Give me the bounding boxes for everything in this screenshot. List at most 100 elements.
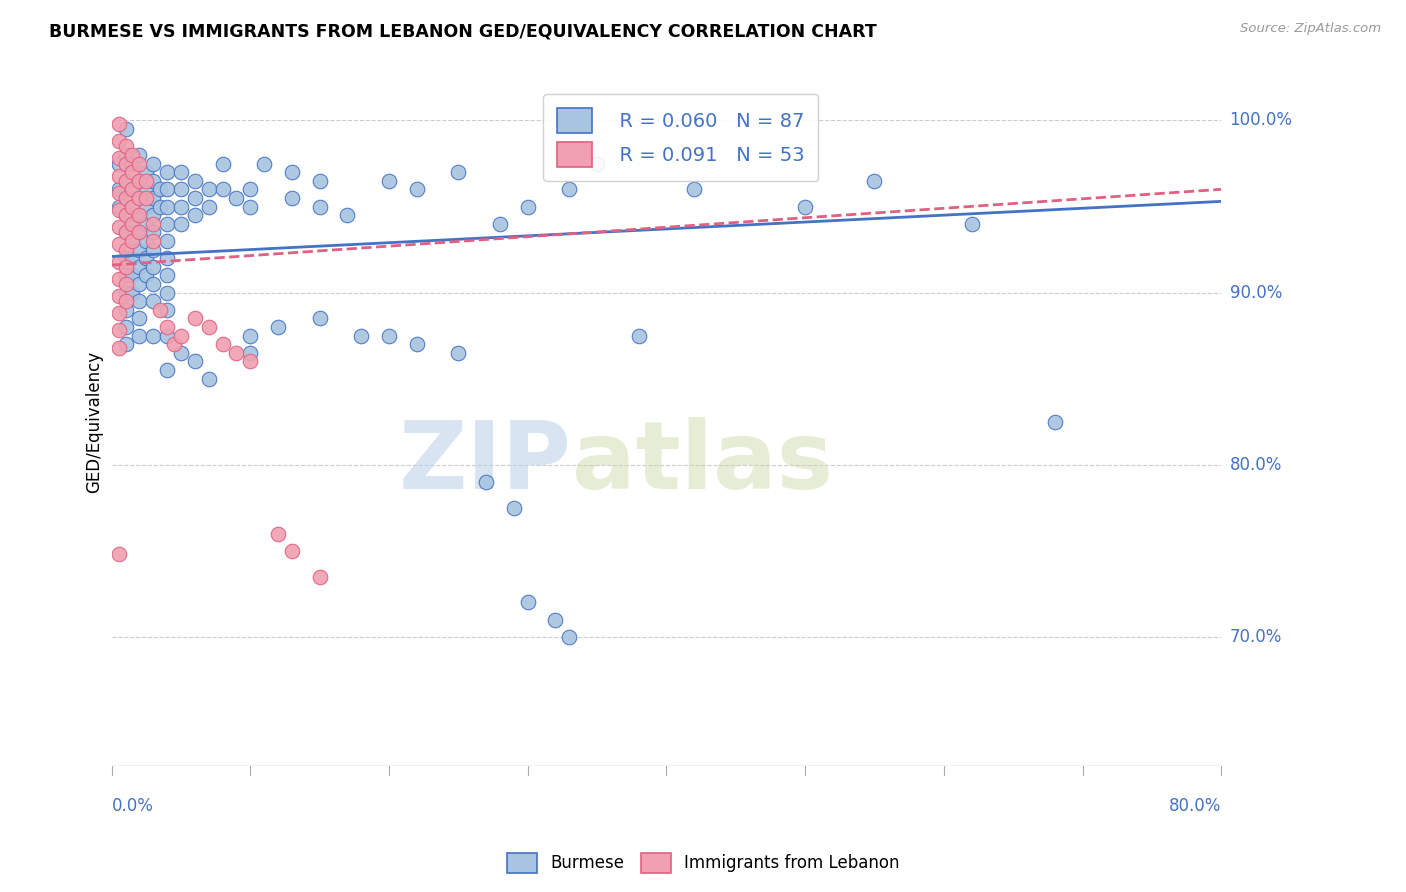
Point bbox=[121, 182, 143, 196]
Point bbox=[225, 191, 247, 205]
Text: 100.0%: 100.0% bbox=[1230, 112, 1292, 129]
Point bbox=[135, 182, 157, 196]
Point bbox=[142, 328, 165, 343]
Point bbox=[239, 200, 262, 214]
Point bbox=[114, 337, 136, 351]
Point bbox=[128, 226, 150, 240]
Point bbox=[960, 217, 983, 231]
Point bbox=[128, 294, 150, 309]
Point bbox=[558, 182, 581, 196]
Point bbox=[586, 156, 609, 170]
Point bbox=[170, 200, 193, 214]
Point bbox=[197, 200, 219, 214]
Point bbox=[121, 217, 143, 231]
Point bbox=[107, 220, 129, 235]
Point bbox=[128, 191, 150, 205]
Point bbox=[121, 148, 143, 162]
Point bbox=[114, 243, 136, 257]
Point bbox=[156, 302, 179, 317]
Point bbox=[1043, 415, 1066, 429]
Point bbox=[121, 217, 143, 231]
Point bbox=[121, 234, 143, 248]
Point bbox=[170, 217, 193, 231]
Point bbox=[142, 226, 165, 240]
Point bbox=[156, 217, 179, 231]
Point bbox=[107, 182, 129, 196]
Point bbox=[156, 251, 179, 265]
Point bbox=[107, 272, 129, 286]
Point bbox=[135, 251, 157, 265]
Point bbox=[128, 328, 150, 343]
Point bbox=[308, 569, 330, 583]
Text: 80.0%: 80.0% bbox=[1230, 456, 1282, 474]
Point bbox=[156, 363, 179, 377]
Point bbox=[114, 277, 136, 291]
Point bbox=[135, 174, 157, 188]
Point bbox=[683, 182, 706, 196]
Point bbox=[378, 328, 401, 343]
Point bbox=[135, 217, 157, 231]
Point bbox=[156, 200, 179, 214]
Point bbox=[308, 174, 330, 188]
Point bbox=[225, 346, 247, 360]
Point bbox=[114, 226, 136, 240]
Point bbox=[107, 156, 129, 170]
Point bbox=[114, 139, 136, 153]
Point bbox=[128, 174, 150, 188]
Point bbox=[142, 174, 165, 188]
Point bbox=[121, 165, 143, 179]
Point bbox=[149, 182, 172, 196]
Point bbox=[170, 328, 193, 343]
Point bbox=[184, 174, 207, 188]
Point bbox=[121, 200, 143, 214]
Point bbox=[114, 260, 136, 274]
Point bbox=[267, 320, 290, 334]
Point bbox=[281, 544, 304, 558]
Point bbox=[128, 191, 150, 205]
Point bbox=[135, 165, 157, 179]
Point bbox=[253, 156, 276, 170]
Point bbox=[107, 200, 129, 214]
Text: 90.0%: 90.0% bbox=[1230, 284, 1282, 301]
Point bbox=[627, 328, 650, 343]
Point bbox=[516, 200, 538, 214]
Point bbox=[107, 547, 129, 561]
Point bbox=[475, 475, 498, 489]
Point bbox=[516, 595, 538, 609]
Point bbox=[184, 191, 207, 205]
Point bbox=[107, 306, 129, 320]
Point bbox=[114, 174, 136, 188]
Point bbox=[239, 354, 262, 368]
Point bbox=[114, 294, 136, 309]
Point bbox=[135, 191, 157, 205]
Point bbox=[114, 191, 136, 205]
Point bbox=[149, 200, 172, 214]
Point bbox=[156, 234, 179, 248]
Point bbox=[197, 320, 219, 334]
Point bbox=[135, 268, 157, 283]
Point bbox=[405, 182, 427, 196]
Point bbox=[447, 346, 470, 360]
Point bbox=[184, 208, 207, 222]
Point bbox=[378, 174, 401, 188]
Point bbox=[211, 337, 233, 351]
Point bbox=[142, 260, 165, 274]
Point bbox=[558, 630, 581, 644]
Point bbox=[163, 337, 186, 351]
Point bbox=[114, 226, 136, 240]
Point bbox=[121, 285, 143, 300]
Point bbox=[267, 526, 290, 541]
Point bbox=[308, 200, 330, 214]
Legend: Burmese, Immigrants from Lebanon: Burmese, Immigrants from Lebanon bbox=[501, 847, 905, 880]
Point bbox=[114, 122, 136, 136]
Point bbox=[107, 254, 129, 268]
Point bbox=[114, 156, 136, 170]
Point bbox=[142, 217, 165, 231]
Point bbox=[114, 191, 136, 205]
Point bbox=[502, 500, 524, 515]
Point bbox=[128, 174, 150, 188]
Point bbox=[211, 156, 233, 170]
Point bbox=[142, 208, 165, 222]
Point bbox=[128, 226, 150, 240]
Point bbox=[107, 341, 129, 355]
